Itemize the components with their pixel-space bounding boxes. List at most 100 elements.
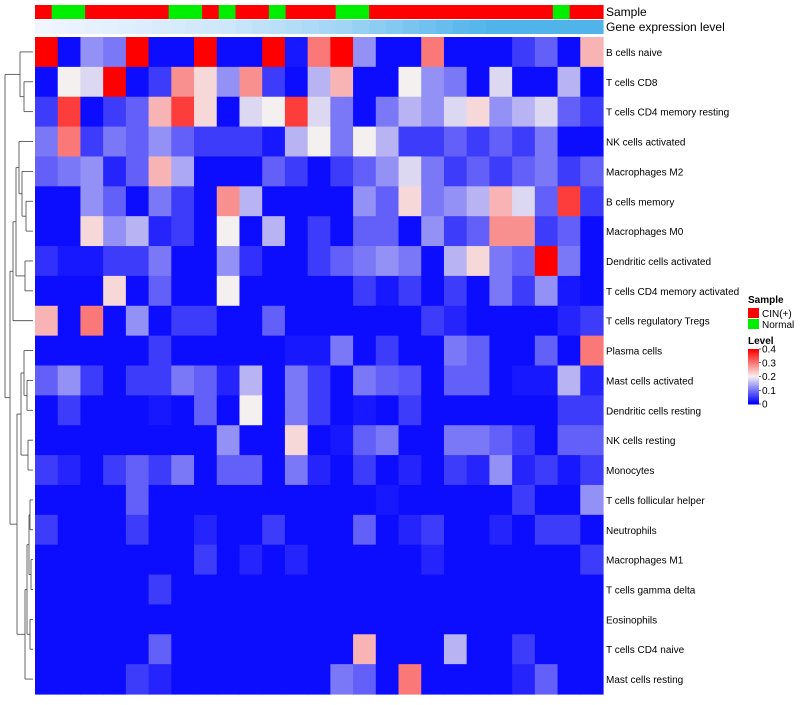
heatmap-cell bbox=[125, 156, 150, 187]
heatmap-cell bbox=[171, 455, 195, 486]
row-label: T cells gamma delta bbox=[606, 585, 696, 596]
heatmap-cell bbox=[466, 37, 490, 68]
heatmap-cell bbox=[80, 156, 104, 187]
heatmap-cell bbox=[171, 126, 195, 158]
heatmap-cell bbox=[398, 305, 422, 337]
heatmap-cell bbox=[353, 395, 377, 426]
heatmap-cell bbox=[216, 455, 241, 486]
heatmap-cell bbox=[35, 574, 59, 606]
heatmap-cell bbox=[421, 186, 445, 217]
heatmap-cell bbox=[534, 275, 559, 307]
heatmap-cell bbox=[262, 365, 286, 396]
heatmap-cell bbox=[443, 216, 468, 247]
heatmap-cell bbox=[421, 37, 445, 68]
heatmap-cell bbox=[534, 305, 559, 337]
heatmap-cell bbox=[534, 96, 559, 128]
heatmap-cell bbox=[353, 216, 377, 247]
heatmap-cell bbox=[171, 425, 195, 456]
heatmap-cell bbox=[194, 246, 218, 277]
heatmap-cell bbox=[557, 216, 581, 247]
heatmap-cell bbox=[443, 305, 468, 337]
heatmap-cell bbox=[466, 664, 490, 695]
heatmap-cell bbox=[580, 455, 604, 486]
heatmap-cell bbox=[353, 96, 377, 128]
heatmap-cell bbox=[353, 246, 377, 277]
heatmap-cell bbox=[284, 484, 309, 516]
heatmap-cell bbox=[466, 126, 490, 158]
heatmap-cell bbox=[57, 126, 82, 158]
heatmap-cell bbox=[330, 455, 354, 486]
heatmap-cell bbox=[57, 246, 82, 277]
heatmap-cell bbox=[398, 455, 422, 486]
expression-track-cell bbox=[502, 20, 521, 34]
heatmap-cell bbox=[80, 126, 104, 158]
heatmap-cell bbox=[35, 634, 59, 665]
heatmap-cell bbox=[534, 66, 559, 98]
heatmap-cell bbox=[35, 96, 59, 128]
heatmap-cell bbox=[57, 604, 82, 635]
heatmap-cell bbox=[421, 425, 445, 456]
heatmap-cell bbox=[148, 365, 172, 396]
colorbar-segment bbox=[748, 372, 759, 375]
row-label: T cells regulatory Tregs bbox=[606, 317, 710, 328]
heatmap-cell bbox=[307, 574, 331, 606]
heatmap-cell bbox=[489, 246, 513, 277]
colorbar-segment bbox=[748, 401, 759, 404]
row-label: Monocytes bbox=[606, 466, 654, 477]
heatmap-cell bbox=[421, 246, 445, 277]
heatmap-cell bbox=[80, 305, 104, 337]
heatmap-cell bbox=[262, 425, 286, 456]
heatmap-cell bbox=[398, 484, 422, 516]
heatmap-cell bbox=[466, 365, 490, 396]
sample-track-cell bbox=[435, 5, 454, 19]
heatmap-cell bbox=[80, 514, 104, 546]
heatmap-cell bbox=[125, 66, 150, 98]
heatmap-cell bbox=[148, 186, 172, 217]
heatmap-cell bbox=[284, 156, 309, 187]
heatmap-cell bbox=[171, 484, 195, 516]
heatmap-cell bbox=[489, 484, 513, 516]
sample-track-cell bbox=[51, 5, 70, 19]
heatmap-cell bbox=[580, 514, 604, 546]
sample-track-cell bbox=[319, 5, 337, 19]
sample-track-cell bbox=[552, 5, 571, 19]
heatmap-cell bbox=[239, 395, 263, 426]
heatmap-cell bbox=[80, 604, 104, 635]
heatmap-cell bbox=[284, 425, 309, 456]
heatmap-cell bbox=[466, 96, 490, 128]
heatmap-cell bbox=[171, 335, 195, 367]
heatmap-cell bbox=[284, 365, 309, 396]
heatmap-cell bbox=[284, 574, 309, 606]
heatmap-cell bbox=[35, 484, 59, 516]
heatmap-cell bbox=[194, 305, 218, 337]
colorbar-segment bbox=[748, 362, 759, 365]
heatmap-cell bbox=[216, 365, 241, 396]
heatmap-cell bbox=[307, 544, 331, 576]
heatmap-cell bbox=[103, 544, 127, 576]
heatmap-cell bbox=[443, 246, 468, 277]
heatmap-cell bbox=[239, 305, 263, 337]
heatmap-cell bbox=[125, 425, 150, 456]
heatmap-cell bbox=[194, 574, 218, 606]
expression-track-cell bbox=[569, 20, 587, 34]
heatmap-cell bbox=[421, 96, 445, 128]
expression-track-cell bbox=[452, 20, 470, 34]
sample-track-cell bbox=[85, 5, 103, 19]
heatmap-cell bbox=[534, 455, 559, 486]
heatmap-cell bbox=[194, 544, 218, 576]
heatmap-cell bbox=[512, 126, 536, 158]
heatmap-cell bbox=[534, 156, 559, 187]
heatmap-cell bbox=[239, 126, 263, 158]
sample-track-cell bbox=[185, 5, 203, 19]
heatmap-cell bbox=[421, 365, 445, 396]
heatmap-cell bbox=[353, 365, 377, 396]
heatmap-cell bbox=[125, 335, 150, 367]
expression-track-cell bbox=[235, 20, 253, 34]
heatmap-cell bbox=[330, 544, 354, 576]
expression-track-cell bbox=[435, 20, 454, 34]
expression-track-cell bbox=[51, 20, 70, 34]
heatmap-cell bbox=[443, 365, 468, 396]
colorbar-segment bbox=[748, 397, 759, 400]
heatmap-cell bbox=[557, 664, 581, 695]
heatmap-cell bbox=[148, 126, 172, 158]
